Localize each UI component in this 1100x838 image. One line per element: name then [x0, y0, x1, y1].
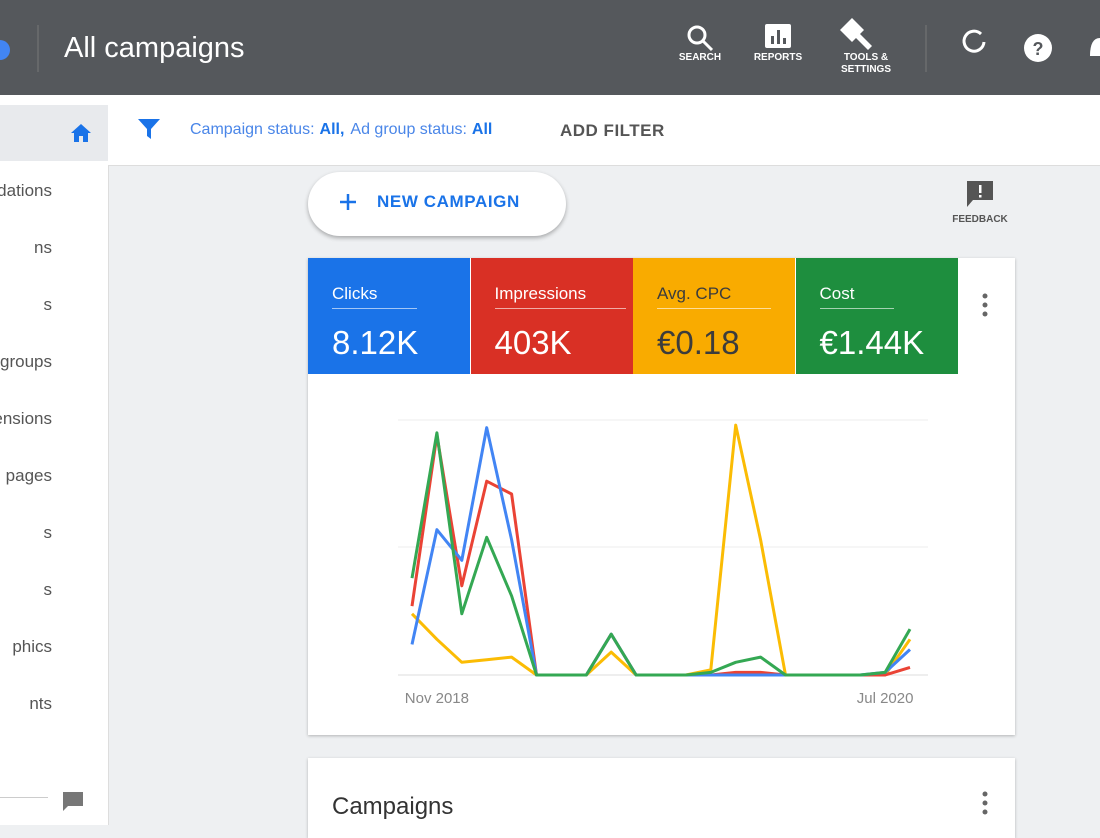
new-campaign-label[interactable]: NEW CAMPAIGN	[377, 192, 520, 211]
new-campaign-button[interactable]	[308, 172, 566, 236]
divider	[0, 797, 48, 798]
header-action[interactable]: REPORTS	[753, 52, 803, 63]
page-title: All campaigns	[64, 32, 245, 64]
series-line	[410, 433, 911, 677]
top-bar: ?	[0, 0, 1100, 95]
metric-card[interactable]: Avg. CPC €0.18	[633, 258, 795, 374]
metric-value: €0.18	[657, 324, 740, 361]
top-icons: ?	[0, 18, 1100, 72]
search-icon[interactable]	[687, 25, 707, 45]
help-icon[interactable]	[1024, 34, 1052, 62]
filter-bar	[108, 95, 1100, 166]
campaigns-title: Campaigns	[332, 793, 454, 820]
metric-card[interactable]: Cost €1.44K	[795, 258, 958, 374]
filter-part: Campaign status:	[190, 121, 315, 138]
filter-part: Ad group status:	[350, 121, 467, 138]
x-tick-label: Jul 2020	[857, 690, 914, 707]
metric-card[interactable]: Impressions 403K	[470, 258, 633, 374]
more-icon[interactable]	[980, 790, 990, 816]
home-icon	[71, 124, 91, 142]
tools-icon[interactable]	[840, 18, 872, 50]
metric-value: 403K	[494, 324, 572, 361]
add-filter[interactable]: ADD FILTER	[560, 121, 665, 140]
metric-value: 8.12K	[332, 324, 419, 361]
nav-item[interactable]: nts	[29, 694, 52, 713]
more-icon[interactable]	[980, 292, 990, 318]
feedback-icon[interactable]	[966, 180, 994, 208]
metric-card[interactable]: Clicks 8.12K	[308, 258, 470, 374]
metric-label[interactable]: Cost	[819, 284, 895, 309]
series-line	[410, 426, 912, 677]
refresh-icon[interactable]	[962, 29, 986, 53]
nav-item[interactable]: groups	[0, 352, 52, 371]
nav-item[interactable]: ns	[34, 238, 52, 257]
bell-icon[interactable]	[1090, 38, 1100, 56]
header-action[interactable]: SEARCH	[678, 52, 722, 63]
metric-label[interactable]: Impressions	[494, 284, 627, 309]
feedback-icon[interactable]	[62, 791, 84, 811]
series-line	[410, 431, 912, 677]
filter-text[interactable]: Campaign status: All, Ad group status: All	[190, 121, 498, 139]
filter-icon[interactable]	[138, 119, 160, 139]
nav-item[interactable]: s	[43, 295, 53, 314]
feedback-label[interactable]: FEEDBACK	[952, 214, 1008, 225]
filter-part: All	[471, 121, 493, 138]
logo	[0, 40, 10, 60]
series-line	[410, 423, 912, 677]
header-action[interactable]: TOOLS & SETTINGS	[840, 52, 891, 75]
metric-label[interactable]: Clicks	[332, 284, 418, 309]
metric-label[interactable]: Avg. CPC	[657, 284, 772, 309]
nav-item[interactable]: pages	[5, 466, 52, 485]
metric-value: €1.44K	[819, 324, 925, 361]
nav-item[interactable]: s	[43, 523, 53, 542]
nav-item[interactable]: s	[43, 580, 53, 599]
nav-item[interactable]: phics	[12, 637, 52, 656]
nav-item[interactable]: ensions	[0, 409, 52, 428]
filter-part: All,	[319, 121, 345, 138]
chart: Nov 2018 Jul 2020	[398, 419, 928, 707]
svg-text:?: ?	[1033, 39, 1044, 59]
nav-item[interactable]: endations	[0, 181, 52, 200]
sidebar: endations ns s groups ensions pages s s phics nts	[0, 95, 109, 825]
x-tick-label: Nov 2018	[405, 690, 469, 707]
